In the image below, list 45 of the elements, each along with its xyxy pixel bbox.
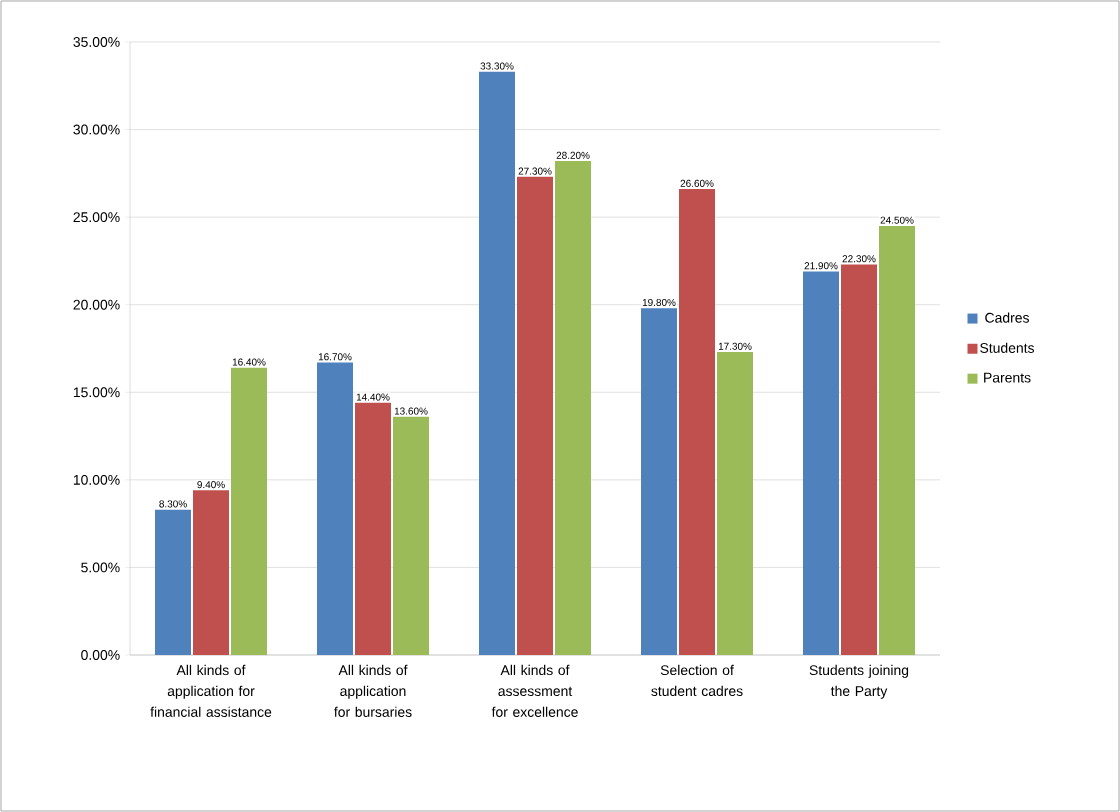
y-tick-label: 15.00% [73,387,120,398]
data-label: 22.30% [842,255,876,263]
data-label: 13.60% [394,407,428,415]
data-label: 27.30% [518,167,552,175]
bar [193,490,229,655]
bar [517,176,553,655]
data-label: 26.60% [680,179,714,187]
bar [879,225,916,655]
data-label: 21.90% [804,262,838,270]
x-tick-label: All kinds of application for financial assistance [150,664,272,717]
data-label: 8.30% [159,500,187,508]
bar [155,509,191,655]
bar [317,362,353,655]
y-tick-label: 0.00% [81,650,120,660]
y-tick-label: 30.00% [73,124,120,135]
bar [841,264,878,655]
bar [479,71,515,655]
y-tick-label: 5.00% [81,562,120,573]
bar [355,402,391,655]
y-tick-label: 25.00% [73,212,120,223]
legend-label: Parents [984,372,1031,383]
data-label: 16.40% [232,358,266,366]
data-label: 14.40% [356,393,390,401]
data-label: 16.70% [318,353,352,361]
data-label: 24.50% [880,216,914,224]
bar [679,189,716,655]
x-tick-label: Students joining the Party [809,664,909,699]
data-label: 9.40% [197,481,225,489]
bar [555,161,591,655]
data-label: 19.80% [642,298,676,307]
x-tick-label: Selection of student cadres [651,664,743,697]
y-tick-label: 35.00% [73,37,120,47]
data-label: 33.30% [480,62,514,70]
y-tick-label: 20.00% [73,299,120,310]
bar [393,416,429,655]
data-label: 17.30% [718,342,752,350]
legend-label: Students [980,342,1035,353]
bar [231,367,267,655]
bar [803,271,840,655]
data-label: 28.20% [556,151,590,159]
y-tick-label: 10.00% [73,474,120,485]
x-tick-label: All kinds of assessment for excellence [491,664,578,717]
bar [717,352,754,655]
legend-label: Cadres [985,312,1029,323]
x-tick-label: All kinds of application for bursaries [334,664,412,717]
